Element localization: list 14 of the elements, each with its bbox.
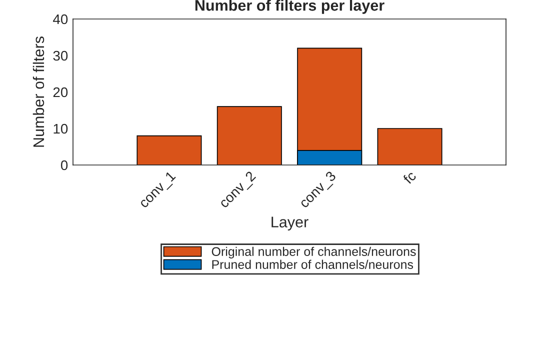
bar	[136, 135, 202, 165]
y-tick-label: 30	[53, 50, 68, 61]
legend-label: Pruned number of channels/neurons	[212, 260, 414, 269]
y-tick-label: 20	[53, 87, 68, 98]
y-tick-label: 10	[54, 124, 68, 134]
x-axis-title: Layer	[272, 216, 308, 230]
chart-title: Number of filters per layer	[195, 0, 384, 14]
bar	[216, 106, 282, 165]
y-axis-title: Number of filters	[32, 36, 44, 147]
bar	[377, 128, 442, 165]
y-tick-label: 40	[53, 14, 68, 24]
x-tick-label: fc	[402, 170, 417, 185]
legend-label: Original number of channels/neurons	[212, 246, 416, 258]
y-tick-label: 0	[60, 160, 68, 170]
